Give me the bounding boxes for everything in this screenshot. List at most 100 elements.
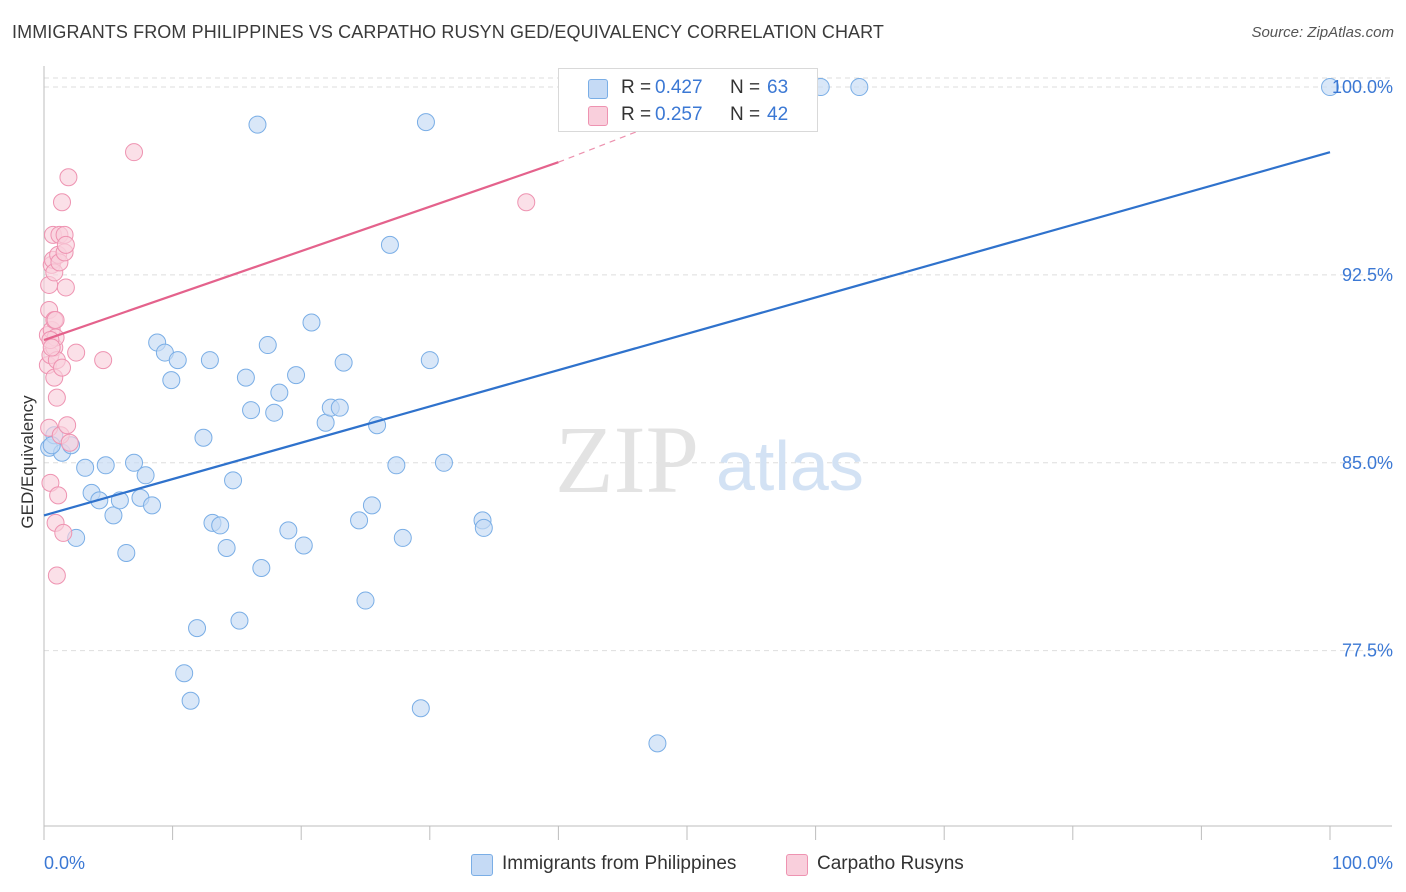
point-carpatho: [517, 193, 536, 212]
point-philippines: [188, 619, 207, 638]
watermark-atlas: atlas: [716, 427, 864, 505]
point-philippines: [125, 453, 144, 472]
point-carpatho: [46, 311, 65, 330]
grid-layer: [44, 77, 1392, 652]
y-axis-title: GED/Equivalency: [18, 395, 37, 529]
legend-n-label: N =: [730, 77, 761, 98]
series-legend: Immigrants from Philippines Carpatho Rus…: [0, 852, 1406, 878]
point-philippines: [230, 611, 249, 630]
point-philippines: [211, 516, 230, 535]
labels-layer: 77.5% 85.0% 92.5% 100.0% 0.0% 100.0% GED/Equiv…: [18, 77, 1393, 873]
point-philippines: [420, 351, 439, 370]
x-tick-label: 100.0%: [1332, 853, 1393, 873]
point-philippines: [387, 456, 406, 475]
point-carpatho: [56, 235, 75, 254]
legend-r-value: 0.257: [655, 104, 703, 125]
point-carpatho: [49, 486, 68, 505]
points-layer: [38, 78, 1339, 753]
legend-n-value: 63: [767, 77, 789, 98]
y-tick-label: 92.5%: [1342, 265, 1393, 285]
point-philippines: [265, 403, 284, 422]
point-carpatho: [54, 523, 73, 542]
point-philippines: [350, 511, 369, 530]
point-philippines: [302, 313, 321, 332]
trend-layer: [43, 126, 1331, 517]
point-philippines: [330, 398, 349, 417]
point-philippines: [258, 336, 277, 355]
point-philippines: [356, 591, 375, 610]
point-carpatho: [53, 358, 72, 377]
point-philippines: [316, 413, 335, 432]
x-tick-label: 0.0%: [44, 853, 85, 873]
point-philippines: [1321, 78, 1339, 97]
legend-swatch-blue: [588, 79, 608, 99]
point-carpatho: [67, 343, 86, 362]
point-philippines: [252, 558, 271, 577]
point-philippines: [96, 456, 115, 475]
point-carpatho: [42, 338, 61, 357]
point-carpatho: [59, 168, 78, 187]
point-philippines: [287, 366, 306, 385]
legend-r-label: R =: [621, 77, 652, 98]
point-carpatho: [47, 566, 66, 585]
point-philippines: [334, 353, 353, 372]
legend-row-carpatho: R = 0.257 N = 42: [559, 102, 817, 130]
point-philippines: [175, 664, 194, 683]
point-philippines: [270, 383, 289, 402]
source-credit: Source: ZipAtlas.com: [1251, 24, 1394, 41]
legend-swatch-pink: [786, 854, 808, 876]
legend-label: Carpatho Rusyns: [817, 853, 964, 874]
point-philippines: [474, 518, 493, 537]
point-philippines: [416, 113, 435, 132]
y-tick-label: 85.0%: [1342, 453, 1393, 473]
point-philippines: [194, 428, 213, 447]
point-philippines: [380, 235, 399, 254]
y-tick-label: 100.0%: [1332, 77, 1393, 97]
legend-r-label: R =: [621, 104, 652, 125]
point-philippines: [362, 496, 381, 515]
point-philippines: [850, 78, 869, 97]
point-philippines: [248, 115, 267, 134]
point-carpatho: [94, 351, 113, 370]
correlation-legend: R = 0.427 N = 63 R = 0.257 N = 42: [558, 68, 818, 132]
legend-row-philippines: R = 0.427 N = 63: [559, 75, 817, 103]
legend-n-label: N =: [730, 104, 761, 125]
point-carpatho: [58, 416, 77, 435]
point-philippines: [200, 351, 219, 370]
legend-label: Immigrants from Philippines: [502, 853, 737, 874]
y-tick-label: 77.5%: [1342, 641, 1393, 661]
trendline-carpatho: [43, 161, 559, 342]
chart-title: IMMIGRANTS FROM PHILIPPINES VS CARPATHO …: [12, 22, 885, 42]
legend-r-value: 0.427: [655, 77, 703, 98]
point-philippines: [411, 699, 430, 718]
point-carpatho: [56, 278, 75, 297]
watermark-zip: ZIP: [555, 406, 699, 513]
point-philippines: [224, 471, 243, 490]
point-philippines: [181, 691, 200, 710]
point-carpatho: [53, 193, 72, 212]
legend-swatch-pink: [588, 106, 608, 126]
point-philippines: [242, 401, 261, 420]
point-philippines: [76, 458, 95, 477]
legend-swatch-blue: [471, 854, 493, 876]
point-philippines: [168, 351, 187, 370]
point-carpatho: [47, 388, 66, 407]
point-philippines: [236, 368, 255, 387]
point-carpatho: [60, 433, 79, 452]
legend-n-value: 42: [767, 104, 789, 125]
point-philippines: [648, 734, 667, 753]
point-philippines: [117, 543, 136, 562]
point-philippines: [294, 536, 313, 555]
point-philippines: [393, 528, 412, 547]
point-philippines: [279, 521, 298, 540]
point-carpatho: [125, 143, 144, 162]
point-philippines: [104, 506, 123, 525]
point-philippines: [162, 371, 181, 390]
trendline-philippines: [43, 151, 1331, 517]
trendline-carpatho-extension: [558, 126, 649, 163]
point-philippines: [136, 466, 155, 485]
point-philippines: [434, 453, 453, 472]
point-philippines: [217, 538, 236, 557]
watermark: ZIP atlas: [555, 406, 864, 513]
